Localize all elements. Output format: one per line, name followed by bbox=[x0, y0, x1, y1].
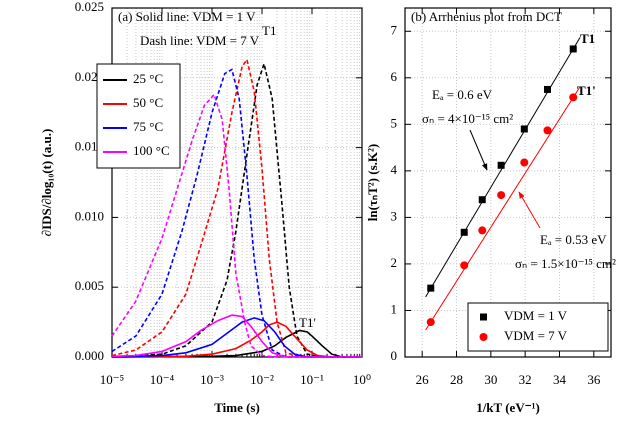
y-tick-label: 0.000 bbox=[75, 348, 104, 363]
point bbox=[426, 318, 435, 327]
x-tick-label: 10⁻³ bbox=[200, 372, 224, 387]
x-tick-label: 32 bbox=[519, 372, 532, 387]
y-tick-label: 7 bbox=[391, 22, 398, 37]
y-tick-label: 6 bbox=[391, 69, 398, 84]
point bbox=[460, 261, 469, 270]
line-series bbox=[111, 314, 362, 358]
line-series bbox=[111, 68, 362, 358]
line-series bbox=[111, 92, 362, 358]
y-axis-label: ∂IDS/∂log₁₀(t) (a.u.) bbox=[39, 129, 54, 237]
point bbox=[543, 126, 552, 135]
point bbox=[520, 158, 529, 167]
x-tick-label: 26 bbox=[416, 372, 430, 387]
x-tick-label: 28 bbox=[450, 372, 463, 387]
y-tick-label: 1 bbox=[391, 301, 398, 316]
point bbox=[569, 93, 578, 102]
point bbox=[569, 45, 577, 53]
y-tick-label: 5 bbox=[391, 115, 398, 130]
y-tick-label: 0.010 bbox=[75, 208, 104, 223]
point bbox=[427, 284, 435, 292]
x-tick-label: 10⁻⁵ bbox=[100, 372, 124, 387]
x-tick-label: 10⁻¹ bbox=[300, 372, 324, 387]
legend-label: VDM = 7 V bbox=[504, 328, 568, 343]
x-tick-label: 36 bbox=[587, 372, 601, 387]
point bbox=[478, 226, 487, 235]
annotation-arrow bbox=[518, 191, 541, 229]
annotation: σₙ = 1.5×10⁻¹⁵ cm² bbox=[515, 256, 616, 271]
annotation: T1' bbox=[299, 315, 316, 330]
legend-label: 75 °C bbox=[133, 119, 163, 134]
legend-box bbox=[96, 63, 181, 169]
annotation-arrow bbox=[469, 129, 488, 171]
point bbox=[520, 125, 528, 133]
annotation: T1 bbox=[262, 23, 276, 38]
annotation: T1' bbox=[577, 83, 596, 98]
line-series bbox=[111, 329, 362, 358]
y-tick-label: 0.025 bbox=[75, 0, 104, 14]
point bbox=[478, 196, 486, 204]
point bbox=[497, 161, 505, 169]
x-axis-label: 1/kT (eV⁻¹) bbox=[476, 400, 540, 415]
line-series bbox=[111, 321, 362, 358]
y-tick-label: 3 bbox=[391, 208, 398, 223]
legend-swatch bbox=[480, 313, 487, 321]
legend-box bbox=[467, 302, 609, 352]
y-tick-label: 0.005 bbox=[75, 278, 104, 293]
annotation: Dash line: VDM = 7 V bbox=[140, 33, 260, 48]
annotation: Eₐ = 0.53 eV bbox=[540, 232, 607, 247]
fit-line bbox=[425, 86, 581, 331]
legend-swatch bbox=[479, 333, 488, 341]
x-axis-label: Time (s) bbox=[214, 400, 260, 415]
point bbox=[543, 85, 551, 93]
y-axis-label: ln(τₙT²) (s.K²) bbox=[365, 144, 380, 221]
annotation: Eₐ = 0.6 eV bbox=[432, 87, 493, 102]
annotation: (b) Arrhenius plot from DCT bbox=[411, 9, 562, 24]
y-tick-label: 0 bbox=[391, 348, 398, 363]
x-tick-label: 10⁰ bbox=[353, 372, 371, 387]
line-series bbox=[111, 317, 362, 358]
line-series bbox=[111, 57, 362, 358]
annotation: σₙ = 4×10⁻¹⁵ cm² bbox=[422, 111, 513, 126]
annotation: T1 bbox=[580, 31, 595, 46]
x-tick-label: 30 bbox=[484, 372, 497, 387]
point bbox=[460, 228, 468, 236]
plot-frame bbox=[111, 7, 363, 358]
legend-label: VDM = 1 V bbox=[504, 308, 568, 323]
x-tick-label: 10⁻² bbox=[250, 372, 274, 387]
x-tick-label: 34 bbox=[553, 372, 567, 387]
x-tick-label: 10⁻⁴ bbox=[150, 372, 175, 387]
legend-label: 50 °C bbox=[133, 95, 163, 110]
legend-label: 100 °C bbox=[133, 143, 170, 158]
point bbox=[497, 191, 506, 200]
y-tick-label: 4 bbox=[391, 162, 398, 177]
annotation: (a) Solid line: VDM = 1 V bbox=[118, 9, 256, 24]
legend-label: 25 °C bbox=[133, 71, 163, 86]
y-tick-label: 2 bbox=[391, 255, 398, 270]
plot-frame bbox=[404, 7, 612, 358]
